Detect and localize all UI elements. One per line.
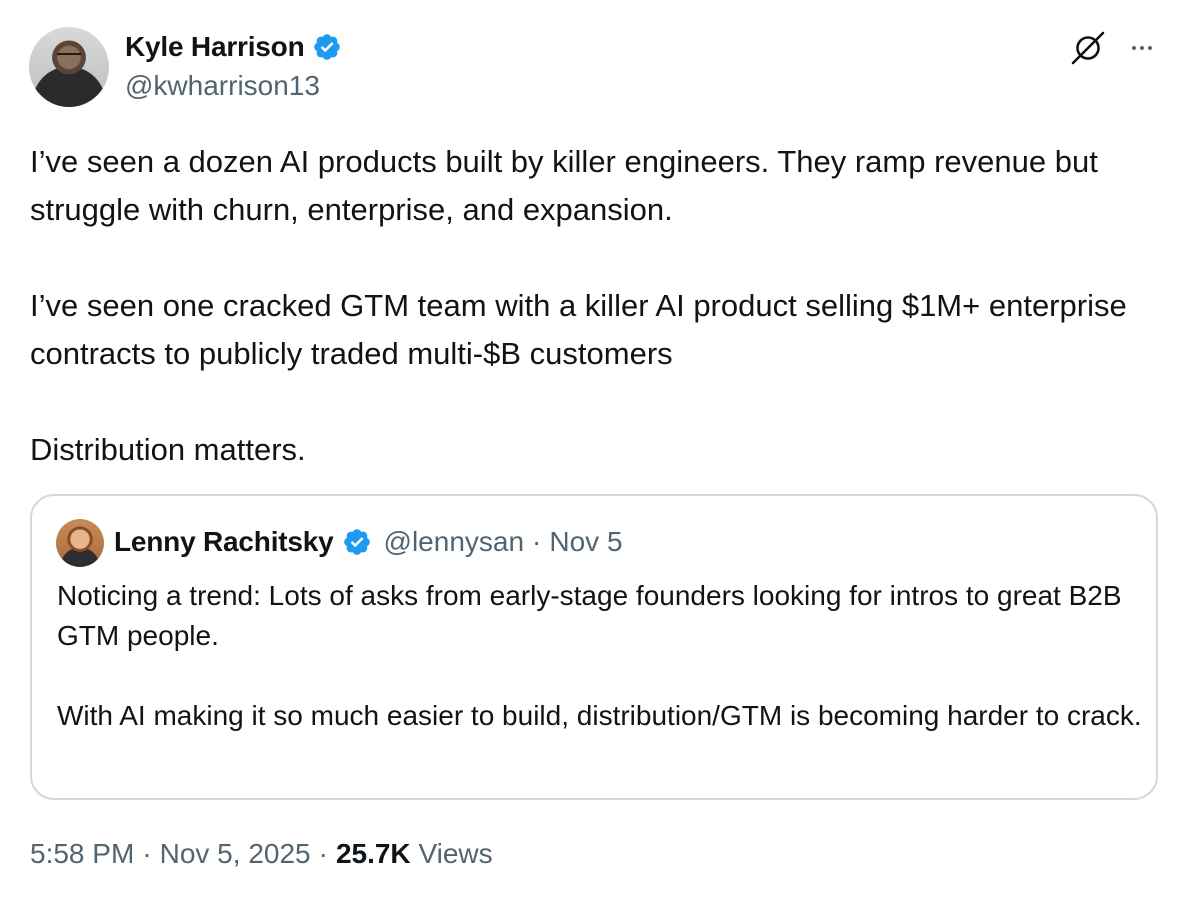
views-count[interactable]: 25.7K	[335, 838, 411, 869]
paragraph-gap	[57, 656, 1142, 696]
more-dot	[1148, 46, 1152, 50]
tweet-date[interactable]: Nov 5, 2025	[159, 838, 311, 869]
tweet-paragraph: I’ve seen one cracked GTM team with a ki…	[30, 288, 1127, 371]
more-options-icon[interactable]	[1124, 30, 1160, 66]
tweet-footer: 5:58 PM · Nov 5, 2025 · 25.7K Views	[30, 838, 493, 870]
verified-badge-icon	[314, 34, 341, 60]
tweet-text: I’ve seen a dozen AI products built by k…	[30, 138, 1150, 474]
author-avatar[interactable]	[29, 27, 109, 107]
quoted-author-display-name[interactable]: Lenny Rachitsky	[114, 526, 334, 557]
author-name-row: Kyle Harrison	[125, 28, 342, 66]
avatar-glasses	[57, 53, 81, 61]
more-dot	[1132, 46, 1136, 50]
tweet-time[interactable]: 5:58 PM	[30, 838, 135, 869]
quoted-tweet-card[interactable]: Lenny Rachitsky @lennysan · Nov 5 Notici…	[30, 494, 1158, 800]
tweet-paragraph: I’ve seen a dozen AI products built by k…	[30, 144, 1098, 227]
quoted-tweet-paragraph: Noticing a trend: Lots of asks from earl…	[57, 580, 1122, 651]
quoted-tweet-text: Noticing a trend: Lots of asks from earl…	[57, 576, 1142, 736]
more-dot	[1140, 46, 1144, 50]
paragraph-gap	[30, 378, 1150, 426]
author-display-name[interactable]: Kyle Harrison	[125, 31, 305, 62]
quoted-tweet-paragraph: With AI making it so much easier to buil…	[57, 700, 1142, 731]
footer-separator: ·	[318, 838, 328, 869]
grok-icon[interactable]	[1068, 28, 1108, 68]
author-handle[interactable]: @kwharrison13	[125, 70, 320, 101]
meta-separator: ·	[532, 526, 542, 557]
views-label: Views	[418, 838, 493, 869]
footer-separator: ·	[142, 838, 152, 869]
quoted-author-avatar[interactable]	[56, 519, 104, 567]
verified-badge-icon	[343, 529, 370, 555]
quoted-tweet-date[interactable]: Nov 5	[549, 526, 623, 557]
quoted-author-handle[interactable]: @lennysan	[383, 526, 525, 557]
tweet-paragraph: Distribution matters.	[30, 432, 306, 467]
quoted-tweet-meta: @lennysan · Nov 5	[384, 526, 623, 558]
paragraph-gap	[30, 234, 1150, 282]
quoted-tweet-header: Lenny Rachitsky @lennysan · Nov 5	[114, 522, 623, 562]
